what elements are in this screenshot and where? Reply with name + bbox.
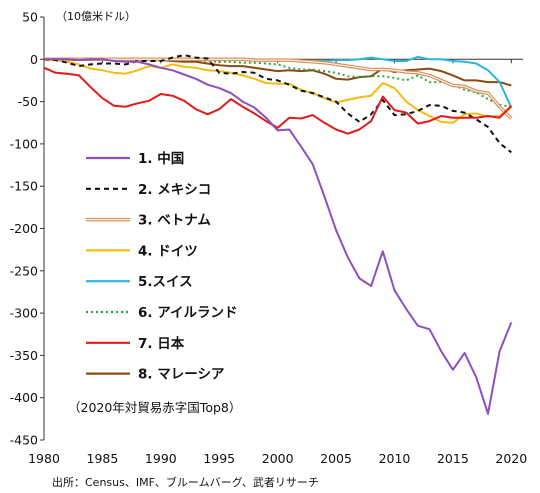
legend-label: 7. 日本: [138, 335, 185, 352]
y-tick-label: -300: [10, 306, 38, 321]
axes: 50 0 -50 -100 -150 -200 -250 -300 -350 -400 -450 19…: [10, 10, 528, 467]
x-tick-label: 1990: [145, 451, 177, 466]
series-line-1: [43, 54, 512, 154]
x-tick-label: 2015: [437, 451, 469, 466]
x-tick-label: 1980: [28, 451, 60, 466]
y-tick-label: -50: [18, 94, 38, 109]
x-tick-label: 2010: [379, 451, 411, 466]
y-tick-label: -200: [10, 221, 38, 236]
y-tick-label: 0: [30, 52, 38, 67]
legend-label: 6. アイルランド: [138, 305, 238, 321]
legend-label: 1. 中国: [138, 150, 184, 167]
y-tick-label: -450: [10, 433, 38, 448]
y-tick-label: -400: [10, 390, 38, 405]
series-line-inner-2: [44, 58, 512, 119]
x-tick-label: 1995: [203, 451, 235, 466]
source-note: 出所：Census、IMF、ブルームバーグ、武者リサーチ: [52, 475, 319, 489]
chart-note: （2020年対貿易赤字国Top8）: [68, 400, 241, 415]
series-line-0: [44, 58, 513, 415]
series-line-3: [44, 59, 512, 124]
x-tick-label: 2020: [495, 451, 527, 466]
y-tick-label: -100: [10, 136, 38, 151]
y-tick-label: -150: [10, 179, 38, 194]
series-layer: [43, 54, 513, 415]
series-line-2: [44, 57, 513, 120]
x-tick-label: 1985: [87, 451, 119, 466]
unit-label: （10億米ドル）: [56, 10, 136, 23]
legend-label: 4. ドイツ: [138, 243, 198, 259]
y-tick-label: -350: [10, 348, 38, 363]
x-tick-label: 2005: [320, 451, 352, 466]
legend-label: 8. マレーシア: [138, 367, 224, 383]
y-tick-label: -250: [10, 263, 38, 278]
legend-label: 2. メキシコ: [138, 182, 211, 198]
x-tick-label: 2000: [262, 451, 294, 466]
legend: 1. 中国 2. メキシコ 3. ベトナム 4. ドイツ 5.スイス 6. アイルランド 7…: [86, 150, 238, 383]
legend-label: 3. ベトナム: [138, 213, 211, 229]
y-tick-label: 50: [22, 10, 38, 25]
series-line-6: [43, 66, 513, 135]
legend-label: 5.スイス: [138, 274, 193, 290]
